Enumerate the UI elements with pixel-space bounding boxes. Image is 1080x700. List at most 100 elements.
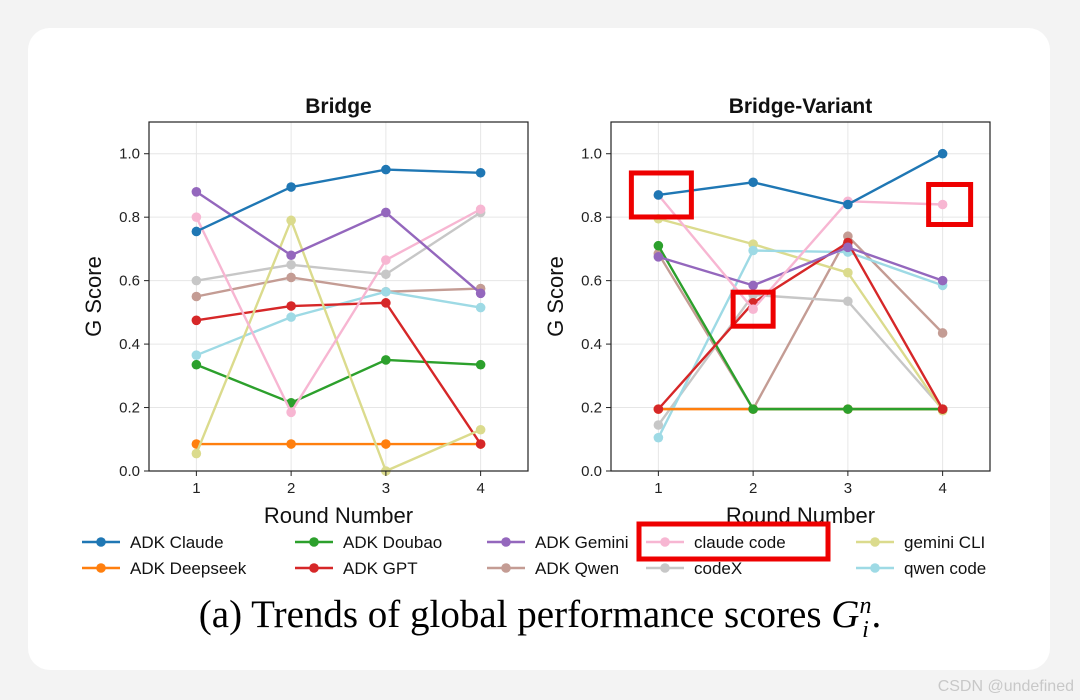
- x-tick-label: 3: [382, 480, 390, 497]
- legend-item: qwen code: [856, 559, 986, 578]
- data-point-gemini-cli: [286, 215, 296, 226]
- data-point-claude-code: [748, 304, 758, 314]
- data-point-adk-gpt: [381, 298, 391, 308]
- data-point-codex: [381, 269, 391, 280]
- data-point-adk-claude: [286, 182, 296, 192]
- caption-suffix: .: [871, 593, 882, 636]
- data-point-adk-gemini: [748, 280, 758, 291]
- y-tick-label: 0.6: [581, 273, 602, 290]
- legend-marker: [309, 563, 319, 573]
- highlight-box: [730, 289, 776, 329]
- data-point-adk-gpt: [653, 404, 664, 414]
- series-line-adk-claude: [195, 168, 481, 233]
- legend-item: gemini CLI: [856, 533, 985, 552]
- plot-frame: [610, 121, 991, 472]
- data-point-adk-doubao: [191, 359, 202, 370]
- series-line-codex: [657, 293, 944, 426]
- series-line-claude-code: [657, 194, 943, 311]
- data-point-adk-qwen: [191, 291, 202, 302]
- series-line-gemini-cli: [195, 219, 482, 473]
- legend-marker: [870, 537, 880, 547]
- caption-sub: i: [862, 617, 869, 644]
- x-tick-label: 2: [749, 480, 757, 497]
- data-point-adk-doubao: [843, 404, 853, 414]
- data-point-adk-doubao: [475, 359, 486, 370]
- data-point-adk-gemini: [843, 242, 853, 253]
- data-point-adk-claude: [191, 226, 202, 237]
- data-point-adk-qwen: [937, 328, 948, 338]
- legend-item: ADK Doubao: [295, 533, 442, 552]
- data-point-claude-code: [381, 255, 391, 265]
- plot-frame: [148, 121, 529, 472]
- series-line-adk-gemini: [658, 246, 944, 287]
- highlight-box: [628, 170, 694, 220]
- series-line-adk-doubao: [657, 245, 943, 411]
- legend-label: ADK Claude: [130, 533, 224, 552]
- data-point-adk-deepseek: [286, 439, 296, 449]
- data-point-codex: [843, 296, 853, 307]
- data-point-adk-gpt: [475, 439, 486, 449]
- y-tick-label: 0.4: [581, 336, 602, 353]
- data-point-gemini-cli: [843, 267, 853, 278]
- data-point-adk-deepseek: [381, 439, 391, 449]
- data-point-adk-gpt: [286, 301, 296, 311]
- chart-title: Bridge-Variant: [729, 95, 873, 118]
- y-tick-label: 0.4: [119, 336, 140, 353]
- caption-symbol: G: [831, 593, 860, 636]
- data-point-adk-claude: [381, 164, 391, 175]
- y-tick-label: 1.0: [119, 146, 140, 163]
- x-tick-label: 4: [476, 480, 484, 497]
- legend-label: ADK GPT: [343, 559, 418, 578]
- series-line-adk-doubao: [195, 358, 481, 404]
- legend-marker: [309, 537, 319, 547]
- legend-item: claude code: [646, 533, 786, 552]
- legend-label: ADK Qwen: [535, 559, 619, 578]
- series-line-adk-gemini: [195, 190, 482, 295]
- data-point-adk-gemini: [286, 250, 296, 261]
- data-point-adk-claude: [937, 148, 948, 159]
- y-tick-label: 0.6: [119, 273, 140, 290]
- series-line-adk-gpt: [196, 301, 482, 445]
- watermark: CSDN @undefined: [937, 678, 1074, 695]
- y-tick-label: 0.2: [119, 400, 140, 417]
- y-tick-label: 0.2: [581, 400, 602, 417]
- figure-caption: (a) Trends of global performance scores …: [0, 592, 1080, 642]
- data-point-qwen-code: [286, 312, 296, 322]
- legend-item: ADK Claude: [82, 533, 224, 552]
- y-axis-label: G Score: [543, 256, 568, 337]
- legend-marker: [96, 563, 106, 573]
- data-point-qwen-code: [653, 432, 664, 443]
- data-point-codex: [653, 420, 664, 430]
- x-tick-label: 1: [654, 480, 662, 497]
- series-line-claude-code: [195, 208, 482, 414]
- y-tick-label: 0.8: [119, 209, 140, 226]
- data-point-claude-code: [286, 407, 296, 418]
- data-point-claude-code: [937, 199, 948, 210]
- y-tick-label: 0.0: [581, 463, 602, 480]
- data-point-adk-gpt: [191, 315, 202, 326]
- data-point-adk-gemini: [653, 252, 664, 262]
- series-line-qwen-code: [657, 249, 944, 439]
- series-line-gemini-cli: [658, 217, 944, 412]
- data-point-adk-gemini: [381, 207, 391, 218]
- x-tick-label: 1: [192, 480, 200, 497]
- legend-marker: [501, 537, 511, 547]
- data-point-claude-code: [191, 212, 202, 222]
- legend-marker: [660, 563, 670, 573]
- series-line-adk-gpt: [657, 241, 944, 410]
- data-point-adk-doubao: [381, 355, 391, 365]
- highlight-box: [926, 181, 974, 227]
- caption-sup: n: [859, 593, 872, 620]
- data-point-adk-claude: [653, 190, 664, 200]
- legend-label: ADK Doubao: [343, 533, 442, 552]
- data-point-codex: [286, 259, 296, 270]
- y-tick-label: 0.0: [119, 463, 140, 480]
- legend-marker: [660, 537, 670, 547]
- series-line-adk-qwen: [196, 276, 481, 298]
- legend-highlight-box: [636, 521, 831, 562]
- y-tick-label: 1.0: [581, 146, 602, 163]
- data-point-adk-claude: [475, 167, 486, 178]
- data-point-adk-doubao: [653, 240, 664, 251]
